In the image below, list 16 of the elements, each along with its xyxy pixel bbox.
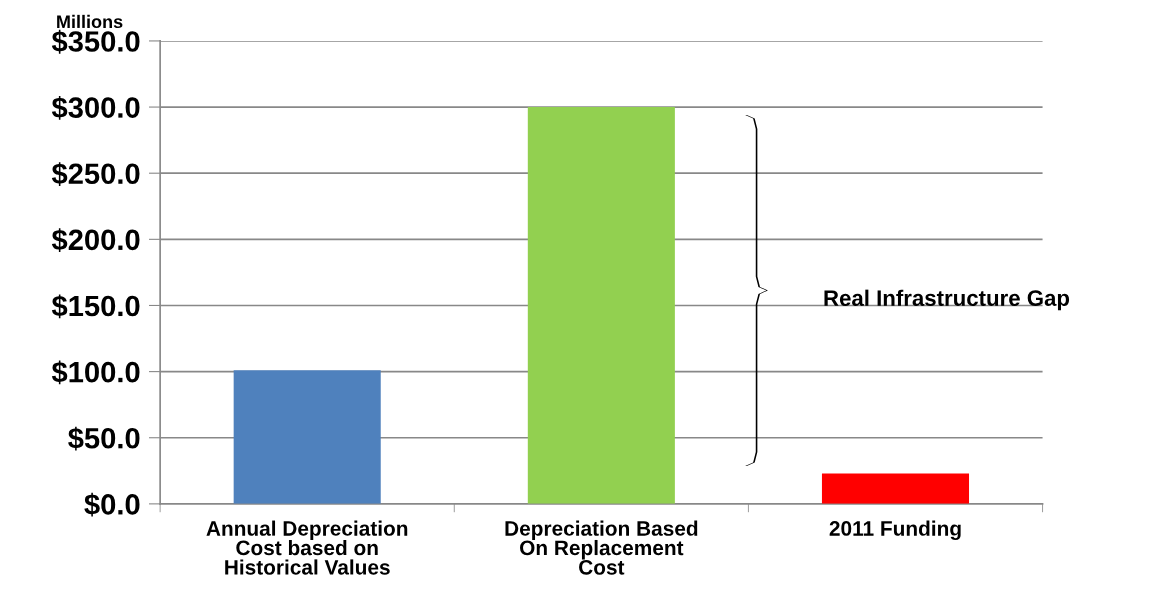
y-tick-label: $0.0 — [84, 492, 140, 517]
bar — [233, 370, 381, 504]
y-tick-label: $300.0 — [51, 95, 140, 120]
y-tick-label: $350.0 — [51, 29, 140, 54]
y-tick-label: $250.0 — [51, 162, 140, 186]
x-tick-label: Annual Depreciation Cost based on Historical Values — [206, 520, 408, 575]
bar — [821, 473, 970, 504]
y-tick-label: $100.0 — [51, 360, 140, 385]
y-tick-label: $150.0 — [51, 294, 140, 319]
y-tick-label: $200.0 — [51, 228, 140, 253]
y-tick-label: $50.0 — [68, 426, 140, 451]
x-tick-label: 2011 Funding — [829, 520, 961, 541]
x-tick-label: Depreciation Based On Replacement Cost — [505, 520, 698, 575]
y-axis-title: Millions — [57, 14, 123, 29]
annotation: Real Infrastructure Gap — [824, 289, 1070, 311]
bar — [527, 107, 675, 504]
